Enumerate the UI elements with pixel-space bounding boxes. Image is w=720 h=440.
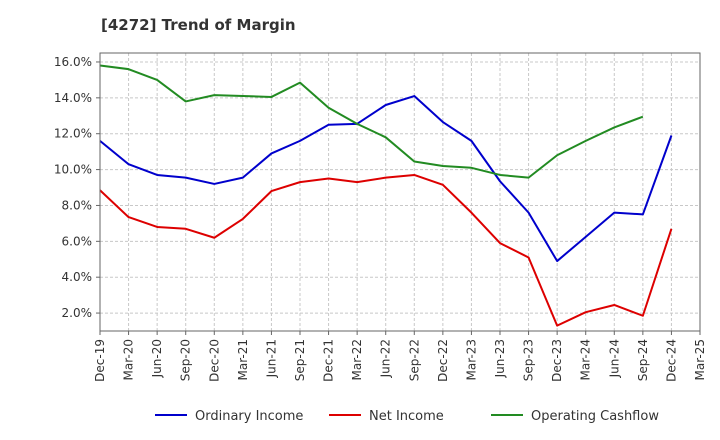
series-line-operating-cashflow bbox=[99, 64, 644, 179]
y-tick-label: 12.0% bbox=[54, 127, 92, 141]
y-tick-label: 6.0% bbox=[62, 234, 93, 248]
x-tick-label: Dec-24 bbox=[664, 339, 678, 382]
x-tick-label: Jun-20 bbox=[150, 339, 164, 378]
plot-area-frame bbox=[99, 52, 701, 332]
y-tick-label: 2.0% bbox=[62, 306, 93, 320]
y-tick-label: 14.0% bbox=[54, 91, 92, 105]
x-tick-label: Sep-20 bbox=[179, 339, 193, 381]
y-tick-label: 10.0% bbox=[54, 163, 92, 177]
x-tick-label: Mar-20 bbox=[122, 339, 136, 380]
gridlines bbox=[99, 53, 701, 331]
x-tick-label: Jun-24 bbox=[607, 339, 621, 378]
legend-label-net-income: Net Income bbox=[369, 409, 444, 424]
x-tick-label: Dec-23 bbox=[550, 339, 564, 382]
y-tick-label: 8.0% bbox=[62, 198, 93, 212]
x-tick-label: Dec-20 bbox=[207, 339, 221, 382]
x-tick-label: Jun-22 bbox=[379, 339, 393, 378]
x-tick-label: Sep-22 bbox=[407, 339, 421, 381]
x-tick-label: Dec-19 bbox=[93, 339, 107, 382]
x-tick-label: Jun-21 bbox=[264, 339, 278, 378]
legend: Ordinary Income Net Income Operating Cashf… bbox=[155, 409, 659, 424]
x-tick-label: Mar-22 bbox=[350, 339, 364, 380]
x-tick-label: Jun-23 bbox=[493, 339, 507, 378]
x-tick-label: Dec-22 bbox=[436, 339, 450, 382]
x-tick-label: Sep-24 bbox=[636, 339, 650, 381]
y-axis-ticks: 2.0% 4.0% 6.0% 8.0% 10.0% 12.0% 14.0% 16.0% bbox=[54, 55, 100, 320]
legend-label-ordinary-income: Ordinary Income bbox=[195, 409, 303, 424]
x-tick-label: Mar-24 bbox=[579, 339, 593, 380]
x-axis-ticks: Dec-19 Mar-20 Jun-20 Sep-20 Dec-20 Mar-21 Jun-… bbox=[93, 331, 707, 382]
x-tick-label: Sep-21 bbox=[293, 339, 307, 381]
x-tick-label: Sep-23 bbox=[522, 339, 536, 381]
series-line-ordinary-income bbox=[99, 95, 673, 263]
x-tick-label: Mar-25 bbox=[693, 339, 707, 380]
series-lines bbox=[99, 64, 673, 327]
y-tick-label: 4.0% bbox=[62, 270, 93, 284]
x-tick-label: Mar-21 bbox=[236, 339, 250, 380]
x-tick-label: Dec-21 bbox=[322, 339, 336, 382]
y-tick-label: 16.0% bbox=[54, 55, 92, 69]
legend-label-operating-cashflow: Operating Cashflow bbox=[531, 409, 659, 424]
series-line-net-income bbox=[99, 173, 673, 327]
x-tick-label: Mar-23 bbox=[464, 339, 478, 380]
chart-title: [4272] Trend of Margin bbox=[101, 16, 296, 34]
